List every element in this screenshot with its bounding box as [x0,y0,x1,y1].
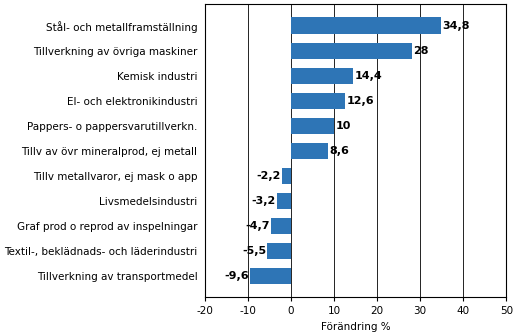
Bar [291,118,334,134]
X-axis label: Förändring %: Förändring % [321,322,390,332]
Text: 34,8: 34,8 [442,20,469,31]
Bar [282,168,291,184]
Bar [267,243,291,259]
Text: -5,5: -5,5 [242,246,266,256]
Text: -9,6: -9,6 [224,271,249,281]
Bar [291,142,328,159]
Bar [250,268,291,284]
Text: 8,6: 8,6 [329,146,349,156]
Bar [291,68,353,84]
Bar [291,17,441,34]
Bar [291,43,412,59]
Text: 14,4: 14,4 [354,71,382,81]
Text: -4,7: -4,7 [245,221,269,231]
Bar [271,218,291,234]
Bar [291,92,345,109]
Text: -2,2: -2,2 [256,171,280,181]
Text: -3,2: -3,2 [252,196,276,206]
Text: 10: 10 [336,121,351,131]
Text: 28: 28 [413,46,429,56]
Bar [277,193,291,209]
Text: 12,6: 12,6 [346,96,374,106]
